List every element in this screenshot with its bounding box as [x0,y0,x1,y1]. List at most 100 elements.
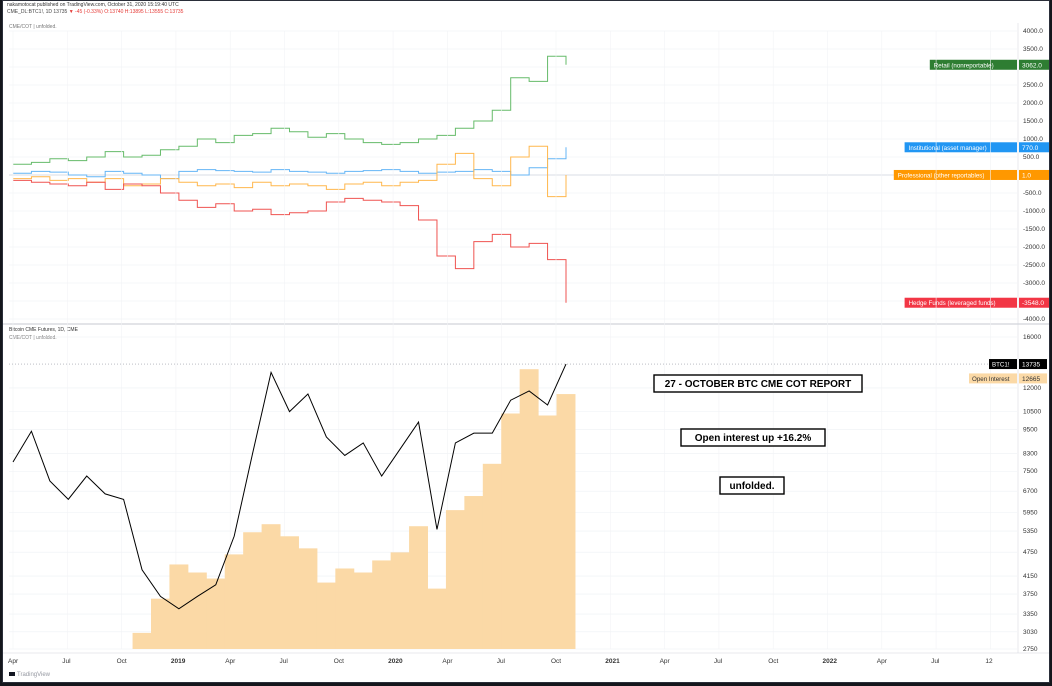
tradingview-logo-icon [9,672,15,677]
annotation-box: Open interest up +16.2% [680,428,826,447]
open-interest-bar [169,564,189,649]
y-tick-label: 2000.0 [1023,100,1043,107]
open-interest-bar [445,510,465,649]
y-tick-label: 4150 [1023,573,1038,580]
y-tick-label: -1500.0 [1023,226,1045,233]
bottom-panel-title: Bitcoin CME Futures, 1D, CME [9,327,78,333]
annotation-text: unfolded. [730,481,775,492]
open-interest-bar [538,415,558,649]
x-tick-label: Apr [8,658,19,665]
open-interest-bar [409,526,428,649]
x-tick-label: Jul [714,658,723,665]
y-tick-label: 7500 [1023,468,1038,475]
x-tick-label: Jul [497,658,506,665]
y-tick-label: 1000.0 [1023,136,1043,143]
annotation-border [719,476,785,495]
symbol-info: CME_DL:BTC1!, 1D 13735 ▼ -45 (-0.33%) O:… [7,9,183,15]
annotation-border [680,428,826,447]
value-tag-label: 12665 [1022,376,1040,383]
value-tag-box [1019,142,1049,153]
symbol-line: CME_DL:BTC1!, 1D 13735 [7,9,68,15]
y-tick-label: -4000.0 [1023,316,1045,323]
y-tick-label: 5950 [1023,509,1038,516]
y-tick-label: 3500.0 [1023,46,1043,53]
x-tick-label: Oct [551,658,561,665]
cot-series-line [13,55,567,165]
open-interest-bar [501,413,521,649]
x-tick-label: 2022 [823,658,838,665]
chart-canvas[interactable]: 4000.03500.03000.02500.02000.01500.01000… [3,1,1049,682]
y-tick-label: 10500 [1023,409,1041,416]
cot-series-line [13,179,567,303]
open-interest-bar [132,632,152,649]
x-tick-label: Oct [768,658,778,665]
price-change: ▼ -45 (-0.33%) [68,9,103,15]
open-interest-bar [224,554,244,649]
y-tick-label: 5350 [1023,528,1038,535]
y-tick-label: 12000 [1023,385,1041,392]
x-tick-label: 2021 [605,658,620,665]
x-tick-label: Oct [334,658,344,665]
open-interest-bar [151,598,170,649]
value-tag-label: -3548.0 [1022,300,1044,307]
x-tick-label: Jul [280,658,289,665]
x-tick-label: Jul [62,658,71,665]
y-tick-label: 4000.0 [1023,28,1043,35]
y-tick-label: 2500.0 [1023,82,1043,89]
open-interest-bar [556,394,576,649]
y-tick-label: -2000.0 [1023,244,1045,251]
y-tick-label: -2500.0 [1023,262,1045,269]
legend-label: Hedge Funds (leveraged funds) [909,300,996,307]
x-tick-label: Apr [442,658,453,665]
annotation-box: unfolded. [719,476,785,495]
y-tick-label: 500.0 [1023,154,1040,161]
annotation-border [653,374,863,393]
open-interest-bar [243,532,263,649]
bottom-panel-label: CME/COT | unfolded. [9,335,57,341]
x-tick-label: 12 [985,658,993,665]
value-tag-box [1019,59,1049,70]
open-interest-bar [206,578,226,649]
value-tag-label: 3062.0 [1022,62,1042,69]
legend-box [969,373,1017,384]
open-interest-bar [464,496,484,649]
annotation-text: 27 - OCTOBER BTC CME COT REPORT [665,379,852,390]
y-tick-label: -3000.0 [1023,280,1045,287]
annotation-text: Open interest up +16.2% [695,433,812,444]
y-tick-label: 3750 [1023,591,1038,598]
value-tag-label: 770.0 [1022,145,1039,152]
value-tag-box [1019,169,1049,180]
open-interest-bar [353,572,373,649]
y-tick-label: 16000 [1023,334,1041,341]
x-tick-label: Oct [117,658,127,665]
btc-price-legend: BTC1! 13735 [989,359,1047,370]
y-tick-label: 3350 [1023,611,1038,618]
legend-box [989,359,1017,370]
legend-box [904,297,1017,308]
open-interest-bar [187,572,207,649]
x-tick-label: Apr [660,658,671,665]
value-tag-box [1019,373,1047,384]
y-tick-label: -500.0 [1023,190,1042,197]
cot-series-legend: Hedge Funds (leveraged funds) -3548.0 [904,297,1049,308]
y-tick-label: 9500 [1023,426,1038,433]
cot-series-legend: Professional (other reportables) 1.0 [893,169,1049,180]
open-interest-bar [427,588,447,649]
value-tag-label: 1.0 [1022,172,1031,179]
tradingview-logo: TradingView [9,672,50,678]
x-tick-label: 2020 [388,658,403,665]
y-tick-label: 6700 [1023,488,1038,495]
cot-series-legend: Institutional (asset manager) 770.0 [904,142,1049,153]
value-tag-label: 13735 [1022,362,1040,369]
open-interest-bar [372,560,392,649]
y-tick-label: 2750 [1023,646,1038,653]
legend-label: Retail (nonreportable) [934,62,994,69]
tradingview-logo-label: TradingView [17,672,51,678]
open-interest-bar [280,536,299,649]
open-interest-bar [298,548,318,649]
open-interest-bar [335,568,355,649]
legend-label: Open Interest [972,376,1010,383]
y-tick-label: 4750 [1023,549,1038,556]
publish-info: nakamotocat published on TradingView.com… [7,2,179,8]
